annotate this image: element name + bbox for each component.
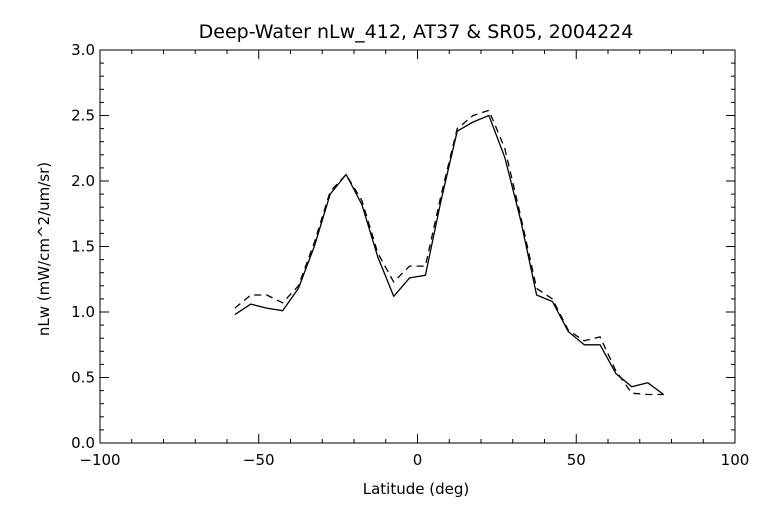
y-tick-label: 0.5: [71, 369, 95, 387]
x-tick-label: −100: [79, 451, 120, 469]
chart-title: Deep-Water nLw_412, AT37 & SR05, 2004224: [199, 21, 634, 43]
x-tick-label: 100: [721, 451, 750, 469]
y-tick-label: 2.0: [71, 172, 95, 190]
solid-series-line: [234, 114, 664, 396]
y-axis-label: nLw (mW/cm^2/um/sr): [35, 162, 53, 336]
y-tick-label: 1.0: [71, 303, 95, 321]
y-tick-label: 0.0: [71, 434, 95, 452]
x-tick-label: 50: [567, 451, 586, 469]
x-tick-label: −50: [243, 451, 275, 469]
y-tick-label: 1.5: [71, 238, 95, 256]
y-axis: 0.0 0.5 1.0 1.5 2.0 2.5 3.0: [71, 41, 735, 452]
y-tick-label: 2.5: [71, 107, 95, 125]
dashed-series-line: [234, 109, 664, 396]
x-tick-label: 0: [413, 451, 423, 469]
x-axis: −100 −50 0 50 100: [79, 50, 749, 469]
series-layer: [234, 109, 664, 396]
x-axis-label: Latitude (deg): [363, 480, 469, 498]
y-tick-label: 3.0: [71, 41, 95, 59]
